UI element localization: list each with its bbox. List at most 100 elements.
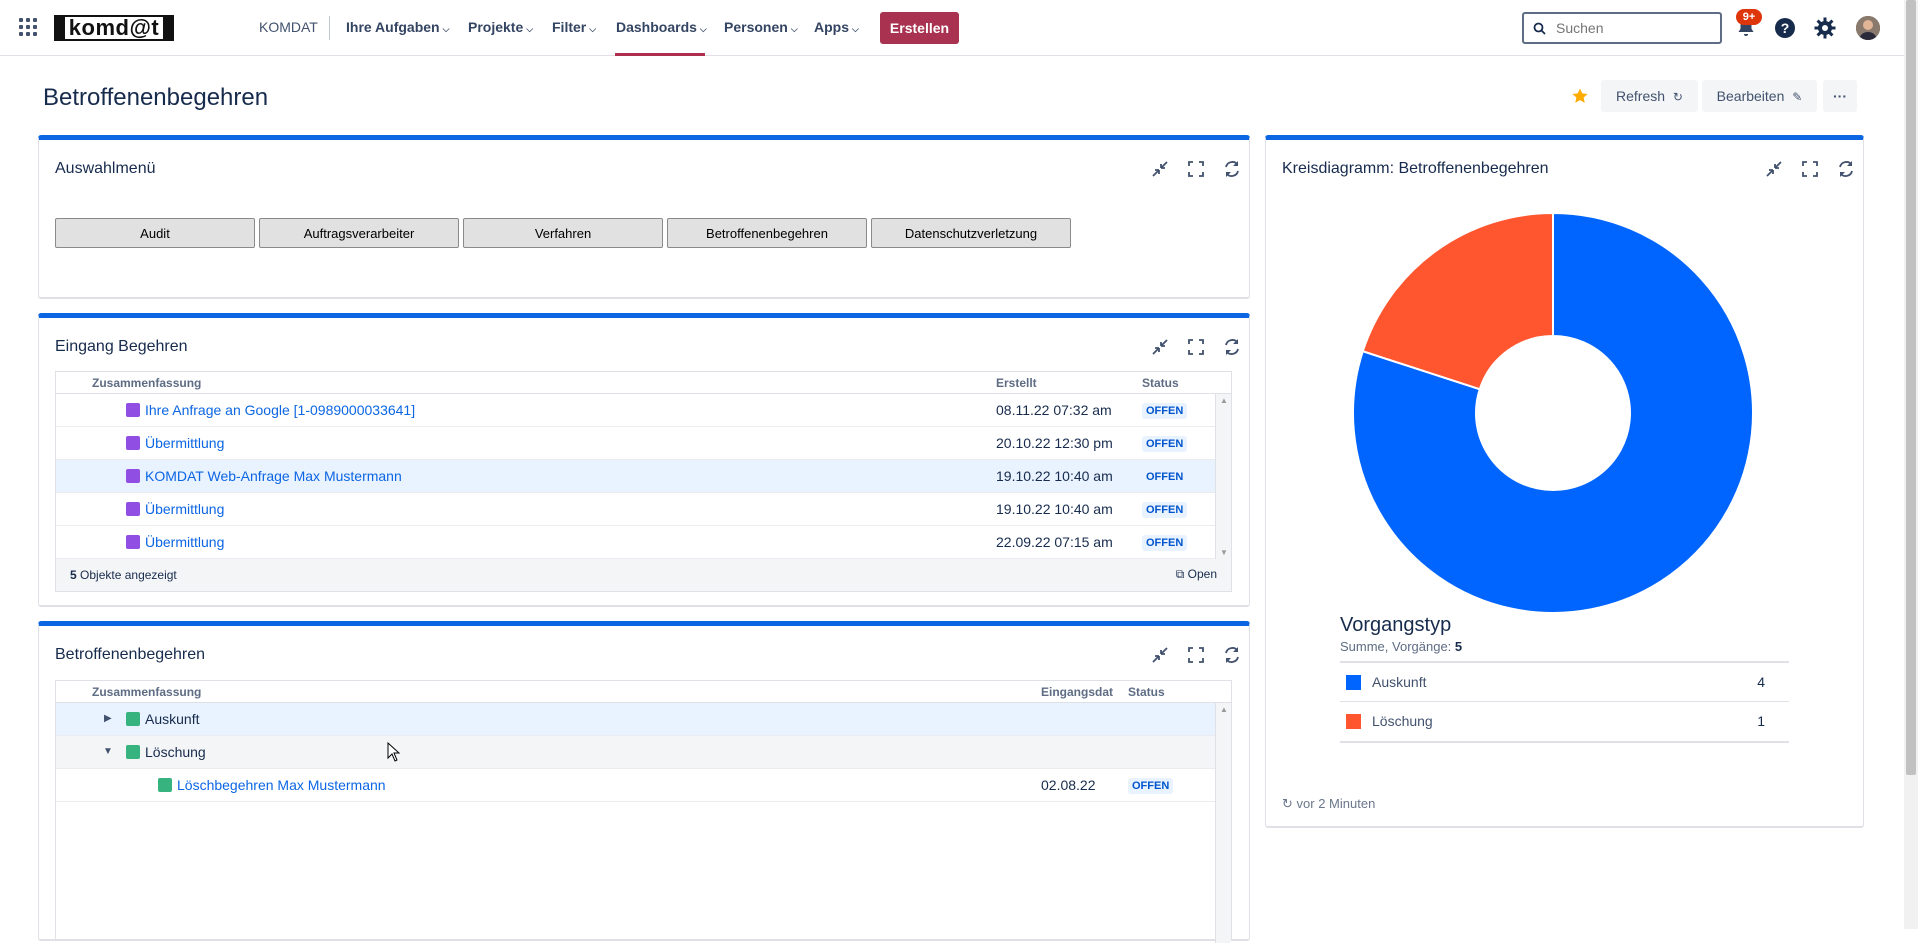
col-status-header[interactable]: Status [1128,685,1165,699]
table-row[interactable]: Übermittlung 19.10.22 10:40 am OFFEN [56,493,1231,526]
top-navigation: komd@t KOMDAT Ihre Aufgaben ⌵ Projekte ⌵ F… [0,0,1904,56]
search-input[interactable] [1554,17,1714,39]
scrollbar-thumb[interactable] [1906,0,1916,775]
minimize-icon[interactable] [1149,644,1171,666]
created-date: 19.10.22 10:40 am [996,501,1113,517]
reload-icon[interactable] [1221,644,1243,666]
gadget-title: Betroffenenbegehren [55,646,206,663]
collapse-arrow-icon[interactable]: ▼ [103,746,113,757]
nav-filter[interactable]: Filter ⌵ [552,19,597,35]
reload-icon[interactable] [1835,158,1857,180]
reload-icon[interactable] [1221,336,1243,358]
nav-dashboards[interactable]: Dashboards ⌵ [616,19,707,35]
expand-arrow-icon[interactable]: ▶ [104,713,112,724]
pie-slice-auskunft[interactable] [1352,212,1754,614]
donut-chart[interactable] [1352,212,1754,614]
page-scrollbar[interactable] [1904,0,1918,929]
more-options-button[interactable]: ··· [1823,80,1857,112]
verfahren-button[interactable]: Verfahren [463,218,663,248]
created-date: 20.10.22 12:30 pm [996,435,1113,451]
col-status-header[interactable]: Status [1142,376,1179,390]
edit-label: Bearbeiten [1716,88,1785,104]
legend-row[interactable]: Löschung 1 [1340,702,1789,741]
table-row[interactable]: Übermittlung 20.10.22 12:30 pm OFFEN [56,427,1231,460]
group-row-auskunft[interactable]: ▶ Auskunft [56,703,1231,736]
issue-summary-link[interactable]: Übermittlung [145,534,225,550]
open-link[interactable]: ⧉ Open [1176,567,1217,582]
nav-apps[interactable]: Apps ⌵ [814,19,859,35]
item-count: 5 Objekte angezeigt [70,568,177,582]
audit-button[interactable]: Audit [55,218,255,248]
table-scrollbar[interactable]: ▲ ▼ [1215,394,1231,559]
legend-label: Auskunft [1372,674,1427,690]
issue-summary-link[interactable]: Ihre Anfrage an Google [1-0989000033641] [145,402,416,418]
table-row[interactable]: KOMDAT Web-Anfrage Max Mustermann 19.10.… [56,460,1231,493]
datenschutzverletzung-button[interactable]: Datenschutzverletzung [871,218,1071,248]
auftragsverarbeiter-button[interactable]: Auftragsverarbeiter [259,218,459,248]
legend-table: Auskunft 4 Löschung 1 [1340,661,1789,743]
help-icon[interactable]: ? [1773,16,1797,40]
maximize-icon[interactable] [1185,644,1207,666]
issue-summary-link[interactable]: Übermittlung [145,501,225,517]
col-summary-header[interactable]: Zusammenfassung [92,376,202,390]
refresh-label: Refresh [1616,88,1666,104]
legend-swatch [1346,675,1361,690]
scroll-down-icon[interactable]: ▼ [1220,548,1228,557]
app-switcher-icon[interactable] [19,18,39,38]
maximize-icon[interactable] [1185,158,1207,180]
chevron-down-icon: ⌵ [442,24,450,34]
issue-summary-link[interactable]: Übermittlung [145,435,225,451]
grouped-requests-gadget: Betroffenenbegehren Zusammenfassung Eing… [38,621,1250,943]
issue-summary-link[interactable]: KOMDAT Web-Anfrage Max Mustermann [145,468,402,484]
minimize-icon[interactable] [1763,158,1785,180]
table-scrollbar[interactable]: ▲ [1215,703,1231,943]
gadget-tools [1139,336,1243,358]
pencil-icon: ✎ [1792,90,1803,104]
gadget-title: Eingang Begehren [55,338,188,355]
minimize-icon[interactable] [1149,336,1171,358]
komdat-logo[interactable]: komd@t [54,15,174,41]
search-field[interactable] [1522,12,1722,44]
betroffenenbegehren-button[interactable]: Betroffenenbegehren [667,218,867,248]
group-row-loeschung[interactable]: ▼ Löschung [56,736,1231,769]
settings-gear-icon[interactable] [1813,16,1837,40]
scroll-up-icon[interactable]: ▲ [1220,396,1228,405]
edit-button[interactable]: Bearbeiten ✎ [1702,80,1817,112]
scroll-up-icon[interactable]: ▲ [1220,705,1228,714]
nav-personen[interactable]: Personen ⌵ [724,19,798,35]
search-icon [1533,22,1546,35]
group-label: Löschung [145,744,206,760]
selection-menu-gadget: Auswahlmenü Audit Auftragsverarbeiter Ve… [38,135,1250,299]
user-avatar[interactable] [1856,16,1880,40]
table-row[interactable]: Übermittlung 22.09.22 07:15 am OFFEN [56,526,1231,559]
col-date-header[interactable]: Eingangsdat [1041,685,1114,699]
minimize-icon[interactable] [1149,158,1171,180]
col-summary-header[interactable]: Zusammenfassung [92,685,202,699]
reload-icon[interactable] [1221,158,1243,180]
legend-sum: Summe, Vorgänge: 5 [1340,639,1463,654]
col-created-header[interactable]: Erstellt [996,376,1037,390]
incoming-table: Zusammenfassung Erstellt Status Ihre Anf… [55,371,1232,592]
gadget-title: Auswahlmenü [55,160,156,177]
create-button[interactable]: Erstellen [880,12,959,44]
nav-home[interactable]: KOMDAT [259,19,318,35]
group-label: Auskunft [145,711,200,727]
table-row[interactable]: Löschbegehren Max Mustermann 02.08.22 OF… [56,769,1231,802]
notification-badge: 9+ [1736,9,1762,25]
story-type-icon [158,778,172,792]
pie-slice-löschung[interactable] [1361,212,1554,391]
nav-projekte[interactable]: Projekte ⌵ [468,19,534,35]
star-favorite-icon[interactable] [1571,87,1589,105]
story-type-icon [126,712,140,726]
task-type-icon [126,535,140,549]
refresh-icon: ↻ [1282,796,1293,811]
legend-row[interactable]: Auskunft 4 [1340,663,1789,702]
issue-summary-link[interactable]: Löschbegehren Max Mustermann [177,777,386,793]
external-link-icon: ⧉ [1175,567,1185,581]
maximize-icon[interactable] [1185,336,1207,358]
nav-ihre-aufgaben[interactable]: Ihre Aufgaben ⌵ [346,19,450,35]
table-row[interactable]: Ihre Anfrage an Google [1-0989000033641]… [56,394,1231,427]
maximize-icon[interactable] [1799,158,1821,180]
pie-chart-gadget: Kreisdiagramm: Betroffenenbegehren Vorga… [1265,135,1864,828]
refresh-button[interactable]: Refresh ↻ [1601,80,1698,112]
